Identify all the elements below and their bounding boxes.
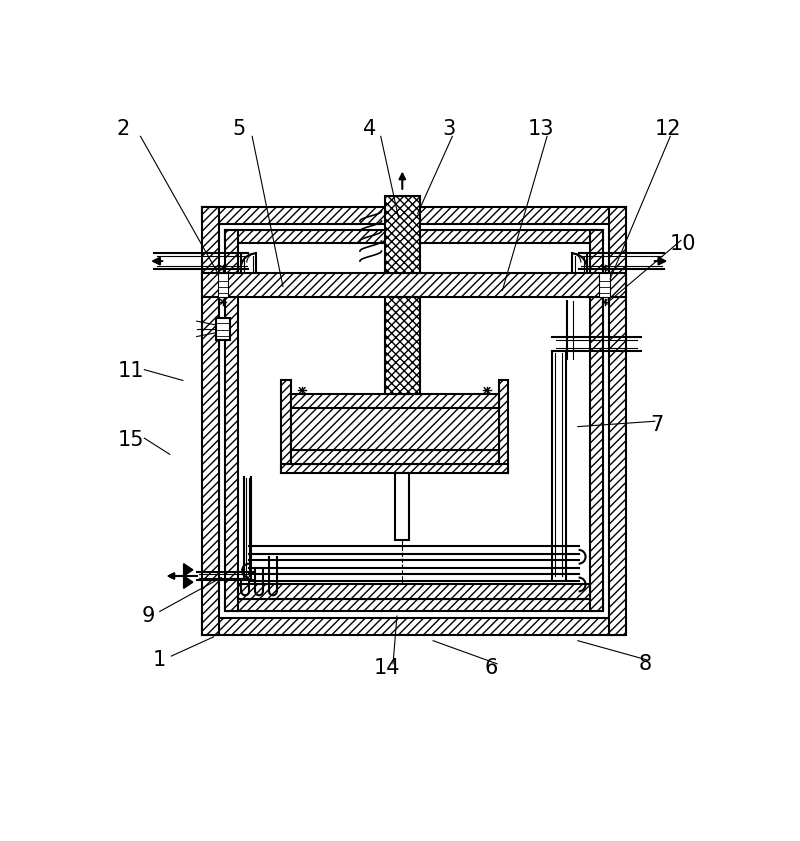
Bar	[226, 599, 602, 611]
Bar	[498, 380, 508, 473]
Bar	[202, 617, 626, 634]
Text: 1: 1	[153, 650, 166, 670]
Text: 14: 14	[374, 658, 400, 678]
Polygon shape	[184, 563, 193, 576]
Bar	[226, 230, 602, 242]
Text: 2: 2	[117, 119, 130, 139]
Bar	[216, 318, 230, 340]
Bar	[290, 407, 498, 450]
Bar	[226, 230, 238, 611]
Bar	[290, 394, 498, 408]
Bar	[218, 272, 228, 297]
Bar	[202, 272, 626, 297]
Bar	[385, 196, 420, 272]
Bar	[599, 272, 610, 297]
Text: 6: 6	[484, 658, 498, 678]
Text: 7: 7	[650, 415, 663, 435]
Text: 13: 13	[528, 119, 554, 139]
Bar	[238, 584, 590, 599]
Bar	[590, 230, 602, 611]
Bar	[282, 380, 290, 473]
Text: 3: 3	[442, 119, 455, 139]
Bar	[202, 207, 219, 634]
Text: 11: 11	[118, 361, 145, 381]
Bar	[395, 473, 410, 540]
Text: 5: 5	[233, 119, 246, 139]
Bar	[290, 450, 498, 463]
Text: 8: 8	[638, 653, 651, 674]
Text: 9: 9	[142, 606, 155, 626]
Bar	[282, 463, 508, 473]
Text: 12: 12	[654, 119, 682, 139]
Bar	[202, 207, 626, 224]
Polygon shape	[184, 576, 193, 589]
Bar	[609, 207, 626, 634]
Bar	[385, 297, 420, 394]
Text: 15: 15	[118, 431, 145, 451]
Text: 4: 4	[363, 119, 377, 139]
Text: 10: 10	[670, 234, 697, 254]
